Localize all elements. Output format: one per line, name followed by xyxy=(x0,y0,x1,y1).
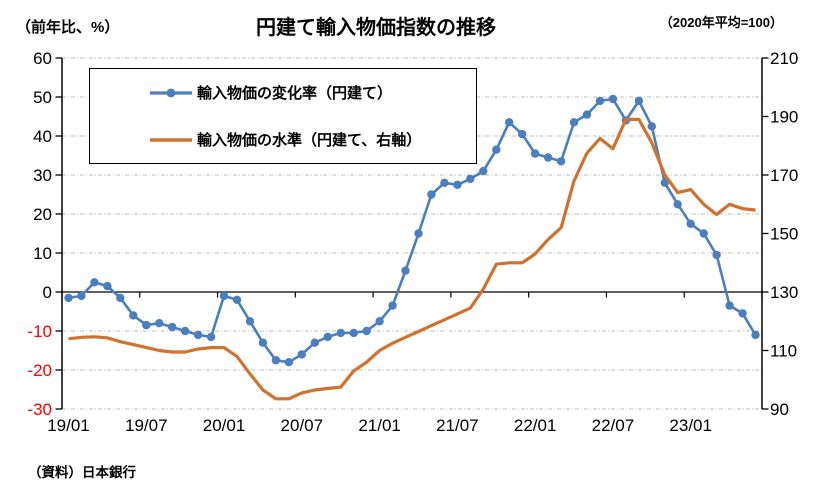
level-series-line xyxy=(68,117,756,401)
rate-series-point xyxy=(271,356,281,365)
rate-series-point xyxy=(77,291,86,301)
rate-series-point xyxy=(751,330,760,340)
rate-series-point xyxy=(155,319,164,328)
rate-series-point xyxy=(349,328,358,338)
rate-series-point xyxy=(479,166,488,176)
rate-series-point xyxy=(647,122,656,131)
rate-series-point xyxy=(712,250,721,260)
rate-series-point xyxy=(543,153,553,162)
rate-series-point xyxy=(310,338,319,347)
rate-series-swatch-icon xyxy=(150,88,192,97)
legend-label-rate: 輸入物価の変化率（円建て） xyxy=(197,85,393,102)
rate-series-point xyxy=(518,129,527,139)
left-axis-tick-label: 0 xyxy=(43,283,52,302)
rate-series-point xyxy=(414,229,423,238)
rate-series-point xyxy=(90,278,99,287)
rate-series-point xyxy=(245,317,255,326)
left-axis-tick-label: 50 xyxy=(33,88,52,107)
left-axis-tick-label: 20 xyxy=(33,205,52,224)
left-axis-tick-label: -20 xyxy=(27,361,52,380)
left-axis-caption: （前年比、%） xyxy=(16,19,120,36)
rate-series-point xyxy=(556,157,566,166)
rate-series-point xyxy=(569,118,579,127)
rate-series-point xyxy=(582,110,592,119)
legend: 輸入物価の変化率（円建て） 輸入物価の水準（円建て、右軸） xyxy=(89,68,477,164)
legend-item-level: 輸入物価の水準（円建て、右軸） xyxy=(90,118,476,162)
left-axis-tick-label: -10 xyxy=(27,322,52,341)
rate-series-point xyxy=(116,293,125,303)
left-axis-tick-label: 60 xyxy=(33,49,52,68)
rate-series-point xyxy=(466,174,475,184)
right-axis-tick-label: 190 xyxy=(770,108,798,127)
left-axis-tick-label: 10 xyxy=(33,244,52,263)
x-axis-tick-label: 23/01 xyxy=(669,416,712,435)
rate-series-point xyxy=(453,180,462,189)
rate-series-point xyxy=(323,332,332,342)
legend-item-rate: 輸入物価の変化率（円建て） xyxy=(90,71,476,115)
rate-series-point xyxy=(505,118,514,127)
rate-series-point xyxy=(492,145,501,154)
rate-series-point xyxy=(686,219,695,228)
rate-series-point xyxy=(193,330,203,340)
rate-series-point xyxy=(388,301,397,310)
rate-series-point xyxy=(168,322,177,332)
x-axis-tick-label: 21/01 xyxy=(358,416,401,435)
page-title: 円建て輸入物価指数の推移 xyxy=(256,17,496,39)
right-axis-caption: （2020年平均=100） xyxy=(659,15,783,30)
source-note: （資料）日本銀行 xyxy=(28,465,136,480)
right-axis-tick-label: 110 xyxy=(770,342,797,361)
rate-series-point xyxy=(206,332,216,342)
rate-series-point xyxy=(362,326,371,336)
rate-series-point xyxy=(232,295,242,304)
x-axis-tick-label: 19/01 xyxy=(47,416,90,435)
right-axis-tick-label: 130 xyxy=(770,283,798,302)
rate-series-point xyxy=(530,149,540,158)
rate-series-point xyxy=(297,350,306,359)
rate-series-point xyxy=(64,293,73,303)
rate-series-point xyxy=(673,200,682,209)
rate-series-point xyxy=(284,358,294,367)
rate-series-point xyxy=(634,96,644,106)
level-series-swatch-icon xyxy=(150,137,192,142)
rate-series-point xyxy=(129,311,138,320)
rate-series-point xyxy=(142,320,151,330)
left-axis-tick-label: 40 xyxy=(33,127,52,146)
right-axis-tick-label: 90 xyxy=(770,400,789,419)
rate-series-point xyxy=(336,328,345,338)
right-axis-tick-label: 210 xyxy=(770,49,798,68)
left-axis-tick-label: 30 xyxy=(33,166,52,185)
legend-label-level: 輸入物価の水準（円建て、右軸） xyxy=(197,132,422,149)
rate-series-point xyxy=(103,281,112,291)
x-axis-tick-label: 20/07 xyxy=(281,416,324,435)
x-axis-tick-label: 21/07 xyxy=(436,416,479,435)
rate-series-point xyxy=(427,190,436,199)
rate-series-point xyxy=(660,178,669,187)
rate-series-point xyxy=(375,317,384,326)
x-axis-tick-label: 22/07 xyxy=(592,416,635,435)
rate-series-point xyxy=(401,266,410,275)
rate-series-point xyxy=(258,338,268,347)
right-axis-tick-label: 150 xyxy=(770,225,798,244)
rate-series-point xyxy=(738,309,747,318)
x-axis-tick-label: 20/01 xyxy=(203,416,246,435)
rate-series-point xyxy=(219,291,229,301)
rate-series-point xyxy=(699,229,708,238)
rate-series-point xyxy=(608,94,618,104)
right-axis-tick-label: 170 xyxy=(770,166,798,185)
rate-series-point xyxy=(725,301,734,310)
rate-series-point xyxy=(440,178,449,187)
left-axis-tick-label: -30 xyxy=(27,400,52,419)
rate-series-point xyxy=(180,326,190,336)
rate-series-point xyxy=(595,96,605,106)
x-axis-tick-label: 22/01 xyxy=(514,416,557,435)
x-axis-tick-label: 19/07 xyxy=(125,416,168,435)
